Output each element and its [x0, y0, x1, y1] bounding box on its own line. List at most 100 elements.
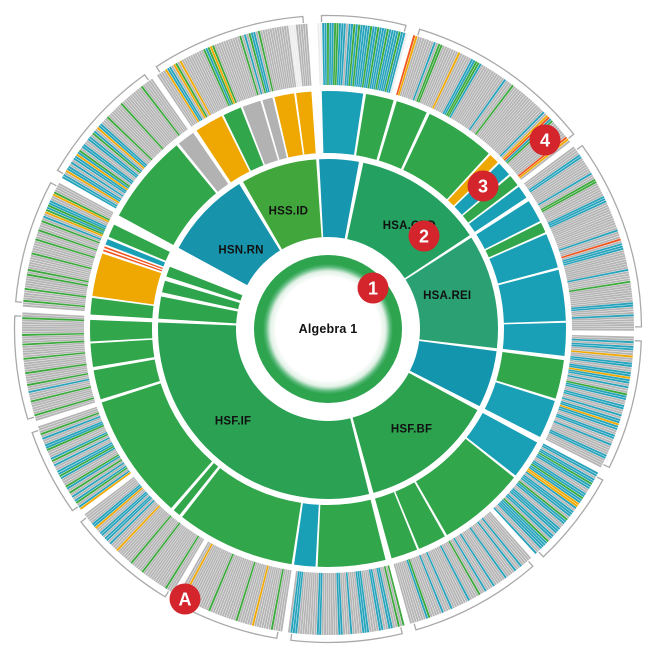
- middle-segment[interactable]: [317, 499, 386, 567]
- outer-ring-stripe[interactable]: [111, 111, 157, 157]
- middle-segment[interactable]: [403, 113, 489, 200]
- outer-ring-stripe[interactable]: [27, 271, 89, 285]
- outer-ring-stripe[interactable]: [471, 81, 510, 133]
- outer-ring-stripe[interactable]: [461, 532, 497, 586]
- outer-ring-stripe[interactable]: [263, 567, 279, 629]
- outer-ring-stripe[interactable]: [267, 28, 282, 90]
- outer-ring-stripe[interactable]: [332, 572, 336, 635]
- outer-ring-stripe[interactable]: [322, 23, 325, 86]
- middle-segment[interactable]: [296, 91, 316, 155]
- outer-ring-stripe[interactable]: [210, 554, 236, 613]
- outer-ring-stripe[interactable]: [467, 77, 505, 130]
- outer-ring-stripe[interactable]: [55, 440, 112, 471]
- outer-ring-stripe[interactable]: [557, 224, 617, 248]
- outer-ring-stripe[interactable]: [330, 572, 334, 635]
- middle-segment[interactable]: [375, 492, 418, 559]
- outer-ring-stripe[interactable]: [548, 431, 606, 459]
- outer-ring-stripe[interactable]: [388, 32, 406, 93]
- outer-ring-stripe[interactable]: [558, 227, 618, 250]
- outer-ring-stripe[interactable]: [27, 374, 89, 389]
- outer-ring-stripe[interactable]: [556, 222, 616, 246]
- outer-ring-stripe[interactable]: [22, 314, 85, 320]
- inner-segment[interactable]: [319, 158, 359, 239]
- outer-ring-stripe[interactable]: [393, 563, 413, 624]
- outer-ring-stripe[interactable]: [449, 63, 482, 118]
- outer-ring-stripe[interactable]: [541, 445, 598, 477]
- outer-ring-stripe[interactable]: [58, 182, 114, 214]
- outer-ring-stripe[interactable]: [39, 224, 99, 248]
- outer-ring-stripe[interactable]: [406, 559, 429, 619]
- outer-ring-stripe[interactable]: [570, 357, 632, 368]
- middle-segment[interactable]: [356, 94, 394, 160]
- outer-ring-stripe[interactable]: [566, 380, 628, 396]
- outer-ring-stripe[interactable]: [228, 559, 251, 620]
- outer-ring-stripe[interactable]: [553, 420, 612, 446]
- outer-ring-stripe[interactable]: [446, 541, 479, 597]
- middle-segment[interactable]: [476, 201, 541, 250]
- outer-ring-stripe[interactable]: [92, 132, 141, 174]
- outer-ring-stripe[interactable]: [24, 359, 87, 370]
- outer-ring-stripe[interactable]: [23, 350, 86, 358]
- outer-ring-stripe[interactable]: [475, 522, 515, 573]
- outer-ring-stripe[interactable]: [569, 285, 632, 296]
- outer-ring-stripe[interactable]: [564, 254, 626, 272]
- outer-ring-stripe[interactable]: [402, 560, 424, 621]
- outer-ring-stripe[interactable]: [498, 109, 543, 156]
- inner-segment-hsa-rei[interactable]: [405, 237, 499, 349]
- outer-ring-stripe[interactable]: [568, 369, 630, 382]
- outer-ring-stripe[interactable]: [166, 536, 201, 591]
- outer-ring-stripe[interactable]: [431, 549, 460, 607]
- outer-ring-stripe[interactable]: [336, 23, 342, 86]
- outer-ring-stripe[interactable]: [104, 495, 151, 540]
- outer-ring-stripe[interactable]: [24, 290, 86, 300]
- outer-ring-stripe[interactable]: [257, 30, 274, 92]
- outer-ring-stripe[interactable]: [521, 475, 573, 515]
- outer-ring-stripe[interactable]: [465, 76, 503, 129]
- outer-ring-stripe[interactable]: [571, 336, 634, 341]
- outer-ring-stripe[interactable]: [340, 572, 346, 635]
- outer-ring-stripe[interactable]: [49, 200, 107, 228]
- outer-ring-stripe[interactable]: [444, 542, 477, 598]
- outer-ring-stripe[interactable]: [563, 389, 625, 408]
- outer-ring-stripe[interactable]: [235, 561, 256, 622]
- outer-ring-stripe[interactable]: [342, 572, 348, 635]
- outer-ring-stripe[interactable]: [537, 172, 593, 206]
- outer-ring-stripe[interactable]: [560, 236, 621, 257]
- outer-ring-stripe[interactable]: [432, 548, 462, 606]
- outer-ring-stripe[interactable]: [545, 189, 602, 220]
- outer-ring-stripe[interactable]: [26, 371, 88, 384]
- outer-ring-stripe[interactable]: [409, 558, 433, 618]
- outer-ring-stripe[interactable]: [79, 471, 132, 510]
- outer-ring-stripe[interactable]: [53, 437, 110, 467]
- outer-ring-stripe[interactable]: [544, 187, 601, 218]
- outer-ring-stripe[interactable]: [212, 554, 238, 614]
- outer-ring-stripe[interactable]: [365, 26, 378, 89]
- outer-ring-stripe[interactable]: [73, 157, 126, 194]
- outer-ring-stripe[interactable]: [489, 99, 533, 148]
- outer-ring-stripe[interactable]: [87, 479, 138, 520]
- middle-segment[interactable]: [90, 297, 154, 319]
- outer-ring-stripe[interactable]: [112, 502, 158, 548]
- outer-ring-stripe[interactable]: [488, 98, 531, 147]
- outer-ring-stripe[interactable]: [25, 363, 87, 375]
- outer-ring-stripe[interactable]: [87, 138, 138, 179]
- outer-ring-stripe[interactable]: [96, 126, 145, 170]
- outer-ring-stripe[interactable]: [376, 567, 391, 629]
- outer-ring-stripe[interactable]: [567, 268, 629, 283]
- outer-ring-stripe[interactable]: [162, 534, 198, 588]
- outer-ring-stripe[interactable]: [24, 361, 87, 372]
- outer-ring-stripe[interactable]: [336, 572, 341, 635]
- outer-ring-stripe[interactable]: [32, 247, 93, 266]
- outer-ring-stripe[interactable]: [276, 27, 289, 89]
- outer-ring-stripe[interactable]: [185, 57, 217, 113]
- outer-ring-stripe[interactable]: [47, 426, 105, 454]
- outer-ring-stripe[interactable]: [369, 27, 382, 89]
- outer-ring-stripe[interactable]: [24, 357, 86, 368]
- outer-ring-stripe[interactable]: [334, 23, 339, 86]
- middle-segment[interactable]: [173, 463, 219, 515]
- outer-ring-stripe[interactable]: [567, 374, 629, 389]
- outer-ring-stripe[interactable]: [194, 548, 224, 606]
- outer-ring-stripe[interactable]: [307, 572, 313, 635]
- outer-ring-stripe[interactable]: [408, 558, 431, 619]
- outer-ring-stripe[interactable]: [22, 319, 85, 324]
